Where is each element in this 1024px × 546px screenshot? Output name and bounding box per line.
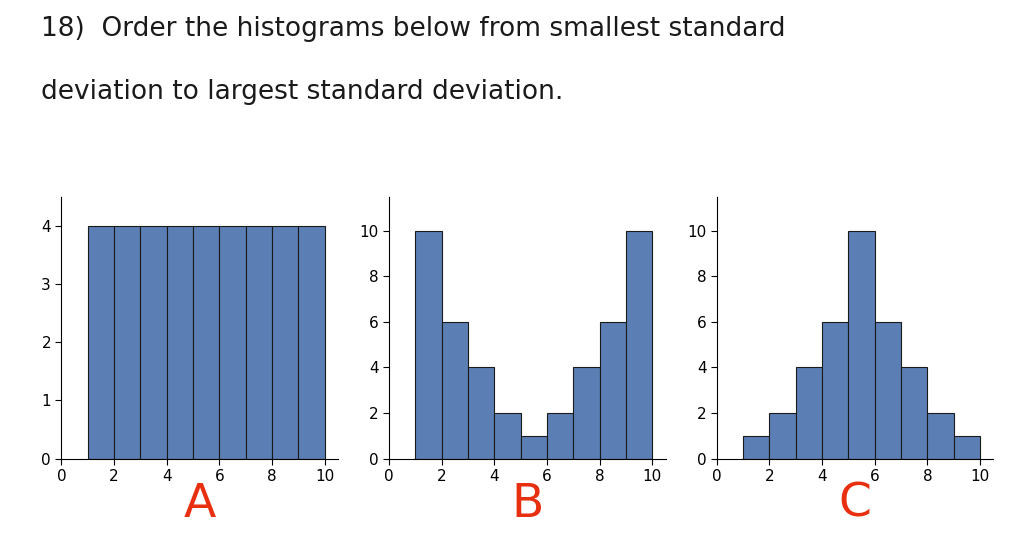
Bar	[246, 225, 272, 459]
Bar	[769, 413, 796, 459]
Text: C: C	[839, 482, 871, 527]
Bar	[822, 322, 849, 459]
Bar	[796, 367, 822, 459]
Bar	[441, 322, 468, 459]
Bar	[626, 231, 652, 459]
Text: B: B	[511, 482, 544, 527]
Bar	[298, 225, 325, 459]
Bar	[194, 225, 219, 459]
Bar	[521, 436, 547, 459]
Bar	[874, 322, 901, 459]
Bar	[140, 225, 167, 459]
Bar	[928, 413, 953, 459]
Bar	[416, 231, 441, 459]
Bar	[953, 436, 980, 459]
Text: A: A	[183, 482, 216, 527]
Bar	[219, 225, 246, 459]
Bar	[468, 367, 495, 459]
Bar	[88, 225, 114, 459]
Bar	[743, 436, 769, 459]
Bar	[547, 413, 573, 459]
Bar	[901, 367, 928, 459]
Bar	[573, 367, 600, 459]
Bar	[849, 231, 874, 459]
Bar	[167, 225, 194, 459]
Bar	[114, 225, 140, 459]
Text: deviation to largest standard deviation.: deviation to largest standard deviation.	[41, 79, 563, 105]
Text: 18)  Order the histograms below from smallest standard: 18) Order the histograms below from smal…	[41, 16, 785, 43]
Bar	[495, 413, 521, 459]
Bar	[272, 225, 298, 459]
Bar	[600, 322, 626, 459]
